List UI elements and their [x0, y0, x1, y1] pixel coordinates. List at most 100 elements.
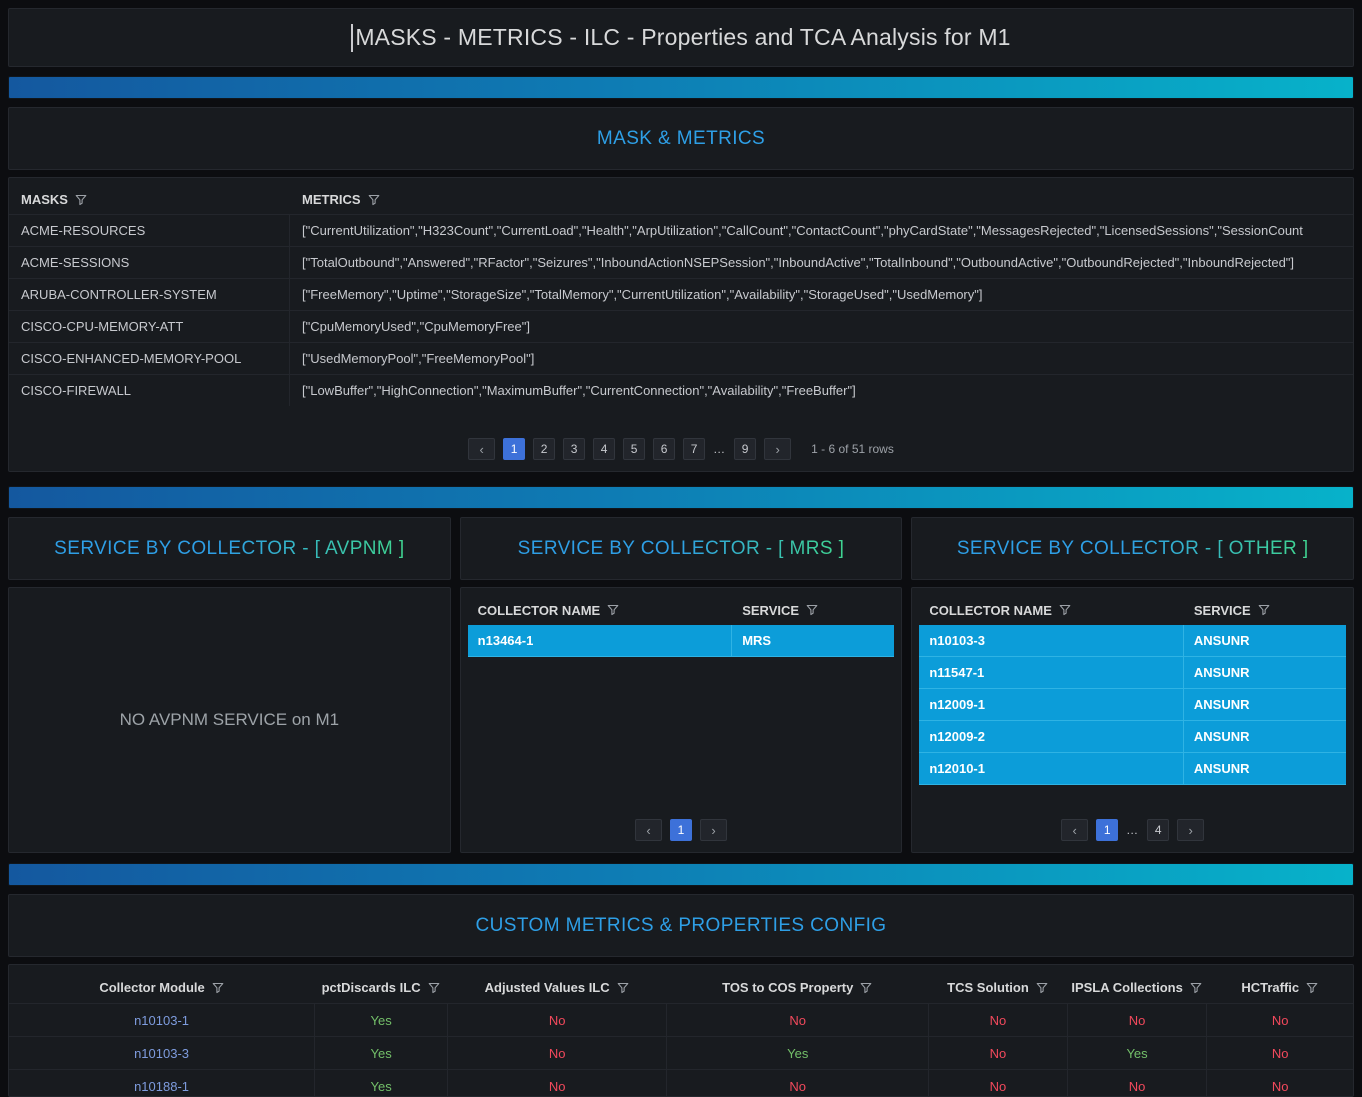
mask-metrics-title: MASK & METRICS [596, 127, 766, 149]
masks-column-header: MASKS [9, 192, 290, 207]
table-row: ARUBA-CONTROLLER-SYSTEM ["FreeMemory","U… [9, 278, 1353, 310]
filter-icon[interactable] [607, 604, 619, 616]
prev-page-button[interactable]: ‹ [468, 438, 496, 460]
metrics-cell: ["UsedMemoryPool","FreeMemoryPool"] [302, 351, 535, 366]
page-button[interactable]: 2 [533, 438, 556, 460]
table-row: n12009-1 ANSUNR [919, 689, 1347, 721]
avpnm-panel-title: SERVICE BY COLLECTOR - [ AVPNM ] [54, 537, 405, 559]
config-value-cell: No [1206, 1037, 1353, 1069]
custom-config-table-panel: Collector Module pctDiscards ILC Adjuste… [8, 964, 1354, 1097]
pagination: ‹ 1 … 4 › [912, 819, 1353, 841]
next-page-button[interactable]: › [700, 819, 727, 841]
config-value-cell: No [447, 1037, 666, 1069]
service-cell: MRS [742, 633, 772, 648]
mask-metrics-header-panel: MASK & METRICS [8, 107, 1354, 170]
page-button[interactable]: 1 [1096, 819, 1119, 841]
config-value-cell: No [447, 1070, 666, 1096]
mrs-header-panel: SERVICE BY COLLECTOR - [ MRS ] [459, 517, 903, 580]
config-value-cell: No [666, 1004, 928, 1036]
filter-icon[interactable] [75, 194, 87, 206]
collector-panel-avpnm: SERVICE BY COLLECTOR - [ AVPNM ] NO AVPN… [8, 517, 451, 853]
mask-metrics-table-panel: MASKS METRICS ACME-RESOURCES ["CurrentUt… [8, 177, 1354, 472]
filter-icon[interactable] [428, 982, 440, 994]
next-page-button[interactable]: › [1177, 819, 1205, 841]
filter-icon[interactable] [1036, 982, 1048, 994]
table-row: n13464-1 MRS [467, 625, 895, 657]
service-column-header: SERVICE [732, 603, 894, 618]
text-cursor [351, 23, 354, 52]
config-value-cell: No [1066, 1070, 1207, 1096]
page-title-text: MASKS - METRICS - ILC - Properties and T… [355, 24, 1011, 50]
page-button[interactable]: 5 [623, 438, 646, 460]
avpnm-body-panel: NO AVPNM SERVICE on M1 [8, 587, 451, 853]
collector-name-cell: n11547-1 [919, 657, 1184, 688]
page-button[interactable]: 7 [683, 438, 706, 460]
filter-icon[interactable] [1306, 982, 1318, 994]
mask-cell: CISCO-ENHANCED-MEMORY-POOL [9, 343, 290, 374]
table-row: ACME-SESSIONS ["TotalOutbound","Answered… [9, 246, 1353, 278]
mrs-body-panel: COLLECTOR NAME SERVICE n13464-1 MRS ‹ 1 … [459, 587, 903, 853]
mask-cell: CISCO-CPU-MEMORY-ATT [9, 311, 290, 342]
hctraffic-column-header: HCTraffic [1206, 980, 1353, 995]
module-link[interactable]: n10103-3 [134, 1045, 190, 1061]
page-button[interactable]: 3 [563, 438, 586, 460]
filter-icon[interactable] [617, 982, 629, 994]
filter-icon[interactable] [860, 982, 872, 994]
page-button[interactable]: 9 [734, 438, 757, 460]
filter-icon[interactable] [806, 604, 818, 616]
config-value-cell: No [1206, 1070, 1353, 1096]
dashboard-title-panel: MASKS - METRICS - ILC - Properties and T… [8, 8, 1354, 67]
metrics-cell: ["TotalOutbound","Answered","RFactor","S… [302, 255, 1295, 270]
collector-module-column-header: Collector Module [9, 980, 314, 995]
adjusted-values-column-header: Adjusted Values ILC [447, 980, 666, 995]
table-row: CISCO-CPU-MEMORY-ATT ["CpuMemoryUsed","C… [9, 310, 1353, 342]
config-value-cell: No [928, 1070, 1066, 1096]
mrs-table-header: COLLECTOR NAME SERVICE [468, 595, 895, 625]
config-value-cell: Yes [314, 1004, 447, 1036]
pagination-ellipsis: … [713, 442, 727, 456]
masks-column-label: MASKS [21, 192, 68, 207]
filter-icon[interactable] [212, 982, 224, 994]
other-panel-title: SERVICE BY COLLECTOR - [ OTHER ] [956, 537, 1309, 559]
table-row: n11547-1 ANSUNR [919, 657, 1347, 689]
service-cell: ANSUNR [1193, 697, 1250, 712]
page-button[interactable]: 1 [670, 819, 692, 841]
config-value-cell: No [447, 1004, 666, 1036]
table-row: CISCO-FIREWALL ["LowBuffer","HighConnect… [9, 374, 1353, 406]
table-row: n12010-1 ANSUNR [919, 753, 1347, 785]
custom-config-title: CUSTOM METRICS & PROPERTIES CONFIG [475, 914, 887, 936]
other-body-panel: COLLECTOR NAME SERVICE n10103-3 ANSUNR n… [911, 587, 1355, 853]
config-value-cell: Yes [1066, 1037, 1207, 1069]
pctdiscards-column-header: pctDiscards ILC [314, 980, 447, 995]
empty-message: NO AVPNM SERVICE on M1 [119, 710, 340, 729]
module-link[interactable]: n10103-1 [134, 1012, 190, 1028]
mask-cell: ACME-SESSIONS [9, 247, 290, 278]
mask-cell: CISCO-FIREWALL [9, 375, 290, 406]
module-link[interactable]: n10188-1 [134, 1078, 190, 1094]
collector-panels-row: SERVICE BY COLLECTOR - [ AVPNM ] NO AVPN… [8, 517, 1355, 853]
page-button[interactable]: 4 [593, 438, 616, 460]
page-button[interactable]: 1 [503, 438, 526, 460]
next-page-button[interactable]: › [764, 438, 792, 460]
rows-summary: 1 - 6 of 51 rows [811, 442, 894, 456]
filter-icon[interactable] [368, 194, 380, 206]
service-cell: ANSUNR [1193, 633, 1250, 648]
mask-cell: ACME-RESOURCES [9, 215, 290, 246]
table-row: CISCO-ENHANCED-MEMORY-POOL ["UsedMemoryP… [9, 342, 1353, 374]
prev-page-button[interactable]: ‹ [1061, 819, 1089, 841]
page-button[interactable]: 6 [653, 438, 676, 460]
collector-name-cell: n12009-2 [919, 721, 1184, 752]
collector-name-cell: n13464-1 [468, 625, 733, 656]
config-value-cell: No [1206, 1004, 1353, 1036]
filter-icon[interactable] [1258, 604, 1270, 616]
config-value-cell: Yes [314, 1037, 447, 1069]
table-row: n10103-1 Yes No No No No No [9, 1003, 1353, 1036]
prev-page-button[interactable]: ‹ [635, 819, 662, 841]
section-divider-bar [8, 76, 1354, 99]
metrics-column-header: METRICS [290, 192, 1353, 207]
page-button[interactable]: 4 [1147, 819, 1170, 841]
collector-name-cell: n12010-1 [919, 753, 1184, 784]
filter-icon[interactable] [1190, 982, 1202, 994]
filter-icon[interactable] [1059, 604, 1071, 616]
config-value-cell: Yes [314, 1070, 447, 1096]
